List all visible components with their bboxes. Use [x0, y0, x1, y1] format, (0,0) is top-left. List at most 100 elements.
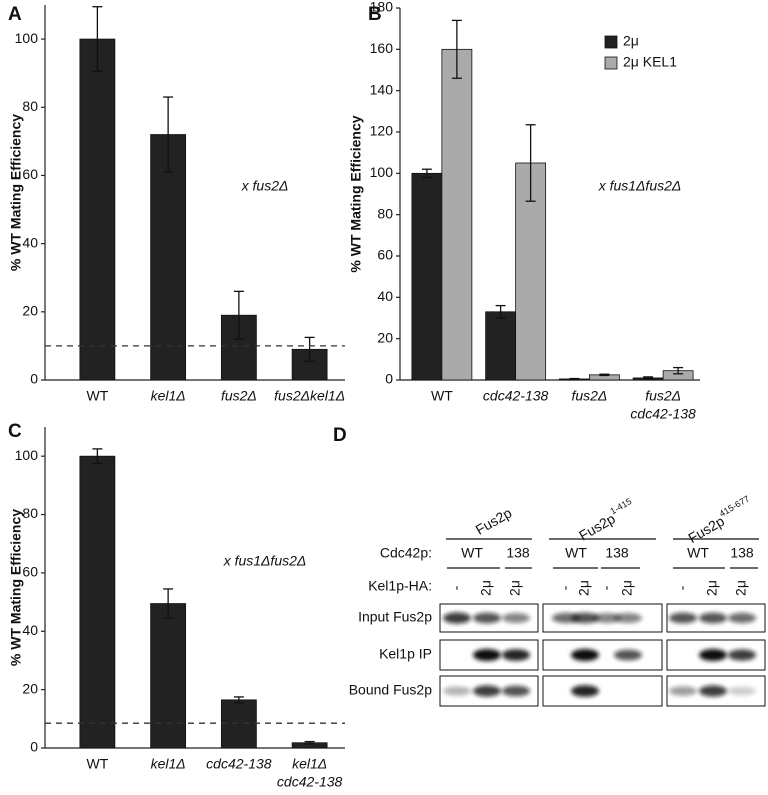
cdc42-label: WT: [461, 545, 483, 561]
blot-band: [699, 612, 727, 624]
x-tick-label: kel1Δ: [151, 388, 186, 404]
y-tick-label: 0: [30, 739, 38, 755]
kel1-label: 2μ: [733, 580, 749, 596]
y-tick-label: 80: [377, 205, 393, 221]
y-tick-label: 120: [370, 123, 394, 139]
group-label: Fus2p415-677: [684, 494, 755, 546]
kel1-label: 2μ: [507, 580, 523, 596]
blot-band: [728, 686, 756, 696]
annotation: x fus1Δfus2Δ: [598, 178, 682, 194]
x-tick-label: cdc42-138: [630, 406, 696, 422]
kel1-label: 2μ: [478, 580, 494, 596]
blot-row-label: Bound Fus2p: [349, 682, 432, 698]
kel1-label: -: [674, 585, 690, 590]
bar: [79, 38, 116, 381]
bar: [150, 603, 187, 749]
blot-band: [571, 612, 599, 624]
y-tick-label: 140: [370, 81, 394, 97]
blot-band: [443, 612, 471, 624]
y-tick-label: 160: [370, 40, 394, 56]
bar: [485, 311, 517, 381]
blot-band: [614, 649, 642, 661]
blot-band: [669, 686, 697, 696]
group-superscript: 1-415: [609, 496, 634, 516]
y-tick-label: 20: [22, 303, 38, 319]
blot-band: [443, 686, 471, 696]
kel1-label: 2μ: [576, 580, 592, 596]
legend-label: 2μ: [623, 33, 639, 49]
group-label: Fus2p: [472, 504, 514, 537]
blot-box: [542, 639, 663, 671]
x-tick-label: WT: [431, 388, 453, 404]
cdc42-label: WT: [565, 545, 587, 561]
kel1-label: -: [448, 585, 464, 590]
cdc42-label: 138: [506, 545, 530, 561]
bar: [411, 172, 443, 381]
x-tick-label: cdc42-138: [206, 756, 272, 772]
group-superscript: 415-677: [718, 494, 752, 519]
panel-letter: D: [333, 425, 347, 446]
cdc42-row-label: Cdc42p:: [380, 545, 432, 561]
cdc42-label: 138: [605, 545, 629, 561]
x-tick-label: fus2Δ: [571, 388, 607, 404]
bar: [220, 699, 257, 749]
blot-band: [699, 649, 727, 661]
bar: [441, 48, 473, 381]
legend-swatch: [604, 56, 618, 70]
y-tick-label: 40: [22, 234, 38, 250]
y-tick-label: 180: [370, 0, 394, 15]
blot-band: [473, 649, 501, 661]
kel1-row-label: Kel1p-HA:: [368, 578, 432, 594]
x-tick-label: WT: [86, 756, 108, 772]
blot-band: [614, 613, 642, 623]
kel1-label: 2μ: [619, 580, 635, 596]
x-tick-label: fus2Δkel1Δ: [274, 388, 345, 404]
cdc42-label: WT: [687, 545, 709, 561]
panel-letter: A: [8, 4, 22, 25]
legend-swatch: [604, 35, 618, 49]
panel-letter: C: [8, 421, 22, 442]
blot-band: [669, 612, 697, 624]
x-tick-label: fus2Δ: [645, 388, 681, 404]
y-tick-label: 20: [22, 680, 38, 696]
bar: [79, 455, 116, 749]
y-tick-label: 60: [377, 247, 393, 263]
y-tick-label: 0: [385, 371, 393, 387]
blot-band: [473, 685, 501, 697]
y-tick-label: 80: [22, 505, 38, 521]
x-tick-label: fus2Δ: [221, 388, 257, 404]
blot-band: [593, 613, 621, 623]
kel1-label: -: [598, 585, 614, 590]
x-tick-label: cdc42-138: [483, 388, 549, 404]
y-tick-label: 100: [370, 164, 394, 180]
kel1-label: -: [557, 585, 573, 590]
y-tick-label: 40: [22, 622, 38, 638]
legend-label: 2μ KEL1: [623, 54, 677, 70]
y-axis-label: % WT Mating Efficiency: [348, 115, 364, 272]
cdc42-label: 138: [730, 545, 754, 561]
y-tick-label: 20: [377, 329, 393, 345]
bar: [150, 134, 187, 381]
blot-row-label: Kel1p IP: [379, 646, 432, 662]
blot-band: [728, 612, 756, 624]
blot-band: [699, 685, 727, 697]
y-tick-label: 60: [22, 564, 38, 580]
blot-box: [542, 675, 663, 707]
y-axis-label: % WT Mating Efficiency: [8, 509, 24, 666]
blot-band: [571, 685, 599, 697]
x-tick-label: cdc42-138: [277, 774, 343, 790]
blot-band: [502, 613, 530, 623]
blot-row-label: Input Fus2p: [358, 609, 432, 625]
annotation: x fus2Δ: [241, 178, 289, 194]
blot-band: [473, 612, 501, 624]
annotation: x fus1Δfus2Δ: [223, 553, 307, 569]
y-tick-label: 100: [15, 447, 39, 463]
group-name: Fus2p: [472, 504, 514, 537]
panel-letter: B: [368, 4, 382, 25]
y-tick-label: 100: [15, 30, 39, 46]
x-tick-label: kel1Δ: [292, 756, 327, 772]
x-tick-label: kel1Δ: [151, 756, 186, 772]
y-tick-label: 80: [22, 98, 38, 114]
blot-band: [571, 649, 599, 661]
